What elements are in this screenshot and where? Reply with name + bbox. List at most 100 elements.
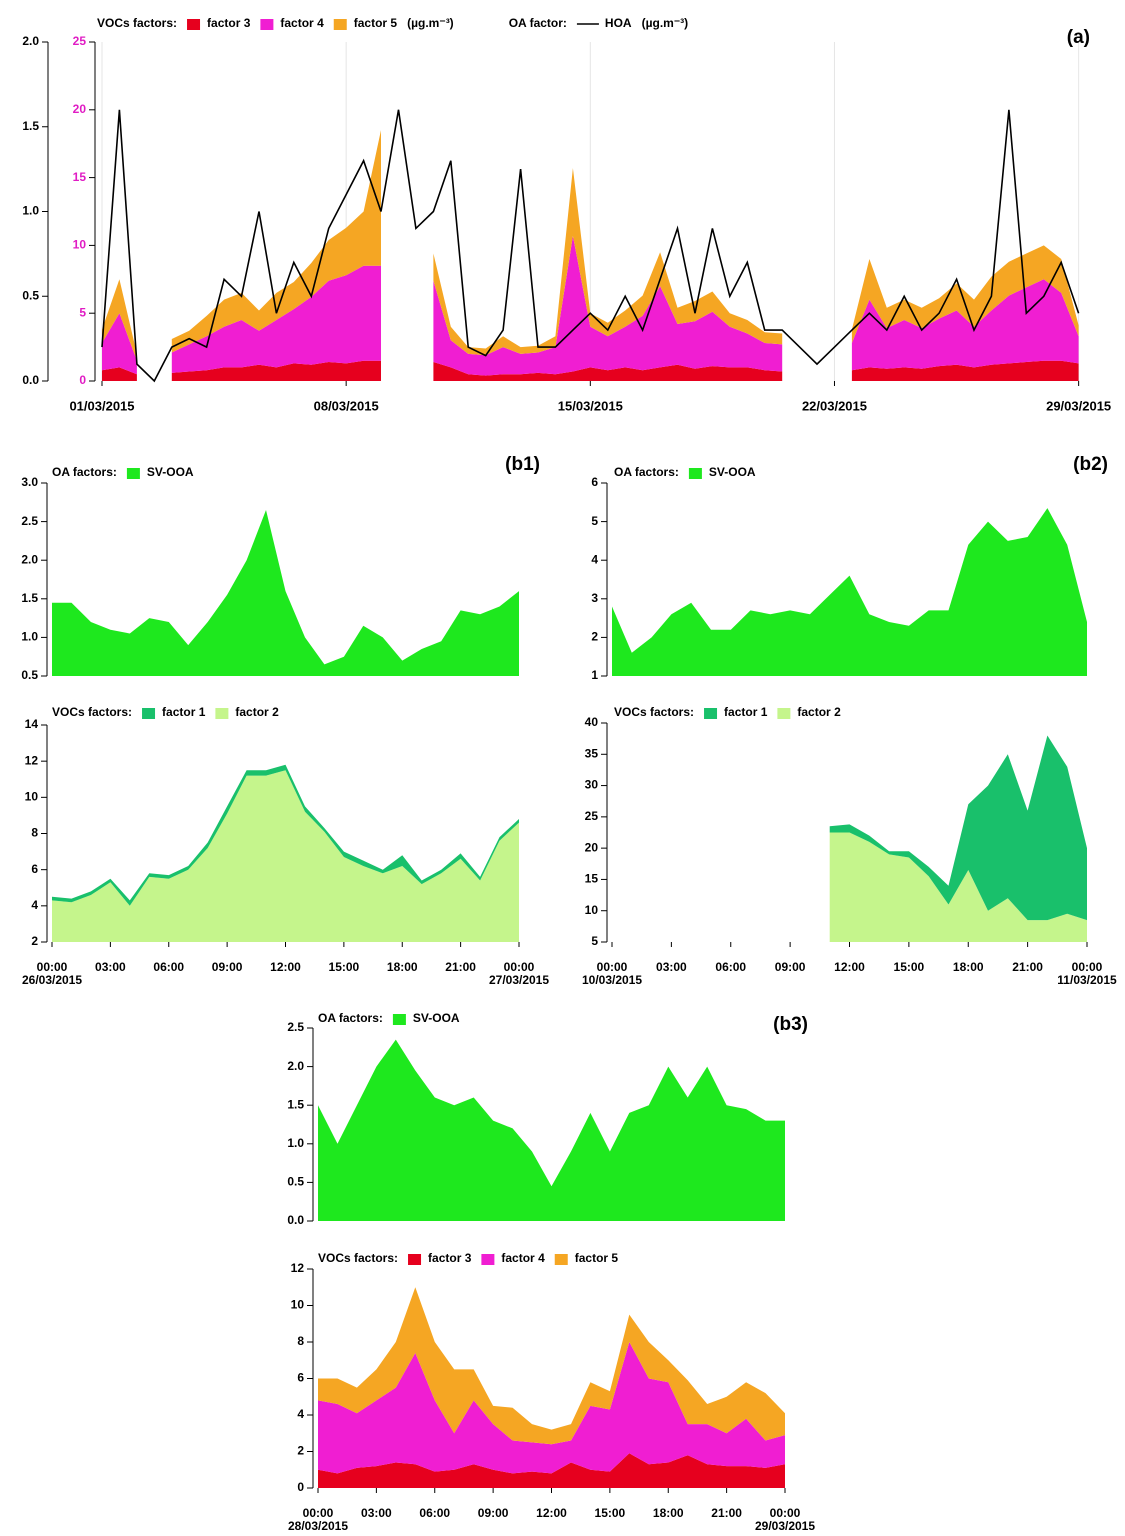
y-tick-label: 2 [297, 1444, 304, 1458]
x-tick-label: 21:00 [445, 960, 476, 974]
y-tick-label: 10 [585, 903, 599, 917]
x-tick-label: 12:00 [536, 1506, 567, 1520]
legend-title: OA factors: [52, 465, 117, 479]
x-tick-date: 29/03/2015 [755, 1519, 815, 1533]
y-tick-label: 1.0 [22, 204, 39, 218]
area [52, 770, 519, 942]
x-tick-label: 15:00 [595, 1506, 626, 1520]
legend-label: factor 2 [797, 705, 841, 719]
area [52, 510, 519, 676]
legend-swatch [481, 1254, 495, 1265]
legend-swatch [333, 19, 347, 30]
legend-swatch [215, 708, 229, 719]
x-tick-label: 15:00 [329, 960, 360, 974]
x-tick-label: 15:00 [894, 960, 925, 974]
legend-label: factor 5 [575, 1251, 619, 1265]
x-tick-label: 03:00 [95, 960, 126, 974]
y-tick-label: 1.5 [21, 591, 38, 605]
y-tick-label: 0.0 [22, 373, 39, 387]
y-tick-label: 4 [297, 1407, 304, 1421]
y-tick-label: 10 [25, 790, 39, 804]
legend-swatch [554, 1254, 568, 1265]
y-tick-label: 0.5 [22, 288, 39, 302]
y-tick-label: 6 [591, 475, 598, 489]
legend-label: factor 5 [354, 16, 398, 30]
x-tick-label: 06:00 [715, 960, 746, 974]
legend-swatch [260, 19, 274, 30]
y-tick-label: 25 [73, 34, 87, 48]
y-tick-label: 15 [585, 872, 599, 886]
y-tick-label: 2 [591, 630, 598, 644]
legend-title: VOCs factors: [97, 16, 177, 30]
y-tick-label: 0 [297, 1480, 304, 1494]
y-tick-label: 30 [585, 778, 599, 792]
y-tick-label: 15 [73, 170, 87, 184]
y-tick-label: 1 [591, 668, 598, 682]
x-tick-label: 00:00 [37, 960, 68, 974]
area [612, 508, 1087, 676]
y-tick-label: 25 [585, 809, 599, 823]
y-tick-label: 2.0 [287, 1059, 304, 1073]
area [829, 735, 1087, 921]
legend-swatch [142, 708, 156, 719]
legend-swatch [392, 1014, 406, 1025]
y-tick-label: 0.5 [21, 668, 38, 682]
area [102, 235, 1079, 376]
y-tick-label: 8 [297, 1334, 304, 1348]
legend-label: factor 4 [501, 1251, 545, 1265]
x-tick-label: 00:00 [1072, 960, 1103, 974]
legend-title: VOCs factors: [318, 1251, 398, 1265]
x-tick-label: 00:00 [504, 960, 535, 974]
area [318, 1039, 785, 1221]
x-tick-label: 12:00 [270, 960, 301, 974]
line [101, 109, 1080, 383]
y-tick-label: 1.5 [22, 119, 39, 133]
y-tick-label: 4 [31, 898, 38, 912]
legend-label: factor 4 [280, 16, 324, 30]
y-tick-label: 12 [25, 753, 39, 767]
area [318, 1342, 785, 1474]
x-tick-date: 28/03/2015 [288, 1519, 348, 1533]
x-tick-label: 06:00 [419, 1506, 450, 1520]
area [102, 360, 1079, 381]
legend-swatch [777, 708, 791, 719]
y-tick-label: 3.0 [21, 475, 38, 489]
y-tick-label: 0.5 [287, 1175, 304, 1189]
x-tick-label: 01/03/2015 [69, 398, 134, 413]
y-tick-label: 5 [79, 305, 86, 319]
y-tick-label: 6 [31, 862, 38, 876]
y-tick-label: 5 [591, 514, 598, 528]
x-tick-date: 27/03/2015 [489, 973, 549, 987]
y-tick-label: 1.5 [287, 1097, 304, 1111]
legend-swatch [126, 468, 140, 479]
x-tick-label: 12:00 [834, 960, 865, 974]
y-tick-label: 12 [291, 1261, 305, 1275]
legend-label: SV-OOA [709, 465, 756, 479]
y-tick-label: 0 [79, 373, 86, 387]
area [318, 1453, 785, 1488]
x-tick-label: 09:00 [478, 1506, 509, 1520]
y-tick-label: 1.0 [287, 1136, 304, 1150]
legend-swatch [187, 19, 201, 30]
panel-label: (b3) [773, 1014, 808, 1035]
legend-title: OA factors: [318, 1011, 383, 1025]
panel-label: (a) [1067, 27, 1090, 48]
legend-unit: (µg.m⁻³) [642, 16, 689, 30]
legend-title: OA factor: [509, 16, 567, 30]
legend-title: OA factors: [614, 465, 679, 479]
x-tick-label: 09:00 [775, 960, 806, 974]
legend-label: factor 1 [724, 705, 768, 719]
legend-swatch [688, 468, 702, 479]
legend-label: factor 2 [235, 705, 279, 719]
y-tick-label: 6 [297, 1371, 304, 1385]
x-tick-date: 10/03/2015 [582, 973, 642, 987]
y-tick-label: 0.0 [287, 1213, 304, 1227]
x-tick-label: 00:00 [770, 1506, 801, 1520]
y-tick-label: 20 [585, 840, 599, 854]
legend-label: factor 3 [428, 1251, 472, 1265]
x-tick-date: 26/03/2015 [22, 973, 82, 987]
x-tick-label: 09:00 [212, 960, 243, 974]
legend-swatch [704, 708, 718, 719]
legend-title: VOCs factors: [614, 705, 694, 719]
